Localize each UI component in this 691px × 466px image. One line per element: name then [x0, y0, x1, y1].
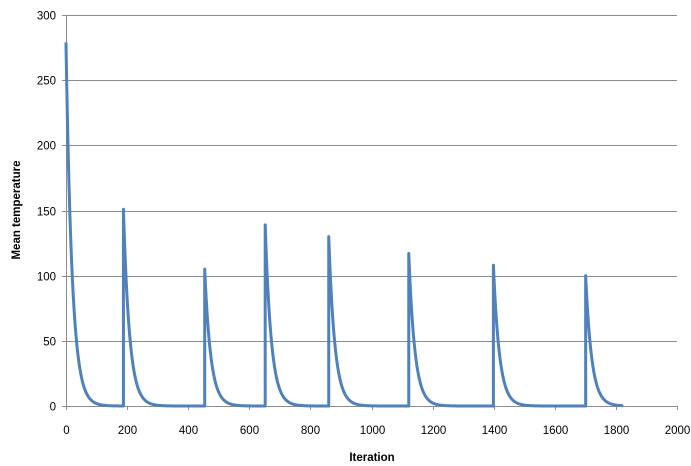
x-tick-label-200: 200 [118, 425, 137, 437]
x-tick-label-2000: 2000 [665, 425, 691, 437]
x-tick-label-600: 600 [240, 425, 259, 437]
gridlines [66, 15, 677, 342]
series-group [64, 42, 624, 408]
y-tick-label-0: 0 [50, 402, 56, 414]
y-tick-label-150: 150 [37, 207, 56, 219]
x-tick-label-1600: 1600 [543, 425, 569, 437]
x-axis-tick-labels: 0 200 400 600 800 1000 1200 1400 1600 1800 2000 [63, 425, 690, 437]
x-tick-label-1400: 1400 [482, 425, 508, 437]
x-tick-label-0: 0 [63, 425, 69, 437]
series-line [64, 42, 624, 408]
y-tick-label-50: 50 [43, 337, 56, 349]
y-tick-label-250: 250 [37, 76, 56, 88]
x-tick-label-1200: 1200 [421, 425, 447, 437]
x-tick-label-1800: 1800 [604, 425, 630, 437]
y-tick-label-300: 300 [37, 11, 56, 23]
y-tick-label-100: 100 [37, 272, 56, 284]
x-tick-label-1000: 1000 [360, 425, 386, 437]
x-tick-label-800: 800 [301, 425, 320, 437]
y-tick-label-200: 200 [37, 141, 56, 153]
y-axis-tick-labels: 0 50 100 150 200 250 300 [37, 11, 56, 414]
x-tick-label-400: 400 [179, 425, 198, 437]
x-axis-title: Iteration [349, 452, 394, 464]
y-axis-title: Mean temperature [11, 160, 23, 259]
